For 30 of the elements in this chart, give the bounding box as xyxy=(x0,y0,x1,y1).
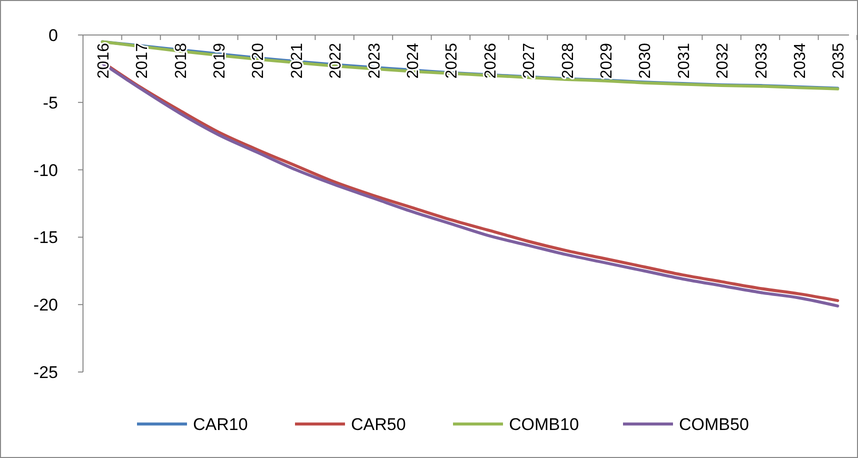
x-tick-label: 2027 xyxy=(521,42,538,79)
x-tick-label: 2032 xyxy=(714,42,732,79)
legend-label: COMB50 xyxy=(679,414,749,434)
legend-label: CAR50 xyxy=(351,414,406,434)
x-tick-label: 2030 xyxy=(637,42,654,79)
legend-label: CAR10 xyxy=(193,414,248,434)
x-tick-label: 2024 xyxy=(404,42,422,79)
y-tick-label: -25 xyxy=(33,362,58,382)
y-tick-label: -20 xyxy=(33,296,58,315)
x-tick-label: 2031 xyxy=(676,42,693,79)
x-tick-label: 2016 xyxy=(95,42,112,79)
x-tick-label: 2028 xyxy=(560,42,577,79)
y-tick-label: -10 xyxy=(33,160,58,180)
y-tick-label: -5 xyxy=(42,93,58,112)
x-tick-label: 2021 xyxy=(288,42,306,79)
x-tick-label: 2020 xyxy=(250,42,268,79)
x-tick-label: 2033 xyxy=(753,42,770,79)
x-tick-label: 2026 xyxy=(482,42,500,79)
x-tick-label: 2023 xyxy=(366,42,384,79)
x-tick-label: 2022 xyxy=(328,42,345,79)
x-tick-label: 2019 xyxy=(211,42,228,79)
x-tick-label: 2017 xyxy=(134,42,152,79)
legend-label: COMB10 xyxy=(509,414,579,434)
x-tick-label: 2025 xyxy=(444,42,461,79)
y-tick-label: 0 xyxy=(48,26,58,45)
x-tick-label: 2034 xyxy=(792,42,809,79)
x-tick-label: 2018 xyxy=(172,42,190,79)
y-tick-label: -15 xyxy=(33,228,58,248)
x-tick-label: 2029 xyxy=(598,42,616,79)
x-tick-label: 2035 xyxy=(830,42,848,79)
